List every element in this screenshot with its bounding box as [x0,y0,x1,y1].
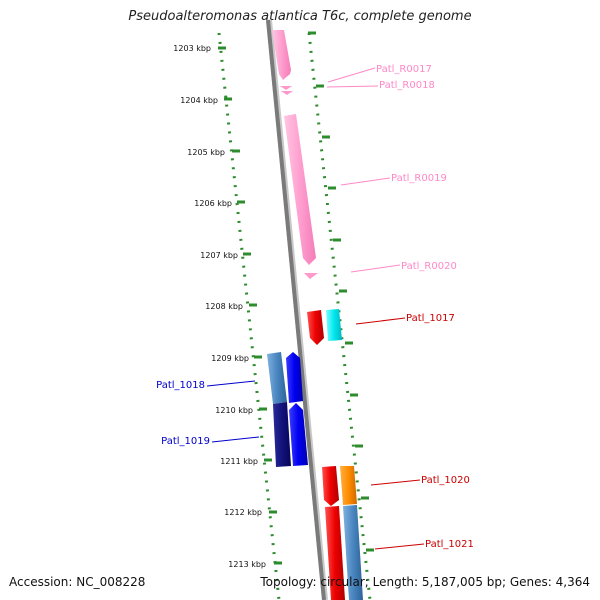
leader-Patl_1018 [206,380,256,387]
leader-Patl_R0020 [350,264,401,273]
gene-Patl_1021[interactable] [325,506,345,600]
ruler-label: 1205 kbp [187,148,225,157]
ruler-label: 1207 kbp [200,251,238,260]
leader-Patl_1020 [370,479,421,486]
ruler-labels: 1203 kbp 1204 kbp 1205 kbp 1206 kbp 1207… [173,44,266,569]
leader-Patl_R0019 [340,177,391,186]
ruler-label: 1206 kbp [194,199,232,208]
gene-label[interactable]: Patl_1021 [425,539,474,550]
leader-Patl_1017 [355,317,406,325]
gene-orange[interactable] [340,466,357,505]
genome-backbone [266,19,326,600]
gene-Patl_1019-segment[interactable] [273,402,291,467]
gene-Patl_R0018-a[interactable] [280,86,292,90]
ruler-label: 1211 kbp [220,457,258,466]
gene-label[interactable]: Patl_R0019 [391,173,447,184]
ruler-label: 1210 kbp [215,406,253,415]
map-title: Pseudoalteromonas atlantica T6c, complet… [128,9,472,24]
genome-summary: Topology: circular; Length: 5,187,005 bp… [260,575,590,589]
accession-label: Accession: NC_008228 [9,575,146,589]
ruler-label: 1204 kbp [180,96,218,105]
gene-label[interactable]: Patl_R0020 [401,261,457,272]
gene-Patl_R0019[interactable] [284,114,316,265]
gene-Patl_R0017[interactable] [272,30,291,80]
gene-Patl_1018[interactable] [286,352,303,403]
leader-Patl_R0018 [326,85,379,88]
gene-Patl_1020[interactable] [322,466,339,506]
gene-label[interactable]: Patl_1020 [421,475,470,486]
leader-Patl_1019 [211,436,260,443]
gene-Patl_R0018-b[interactable] [281,91,293,95]
gene-label[interactable]: Patl_1018 [156,380,205,391]
ruler-label: 1203 kbp [173,44,211,53]
gene-label[interactable]: Patl_R0017 [376,64,432,75]
gene-label[interactable]: Patl_R0018 [379,80,435,91]
ruler-ticks [218,46,282,565]
right-ruler-ticks [308,31,374,552]
ruler-label: 1209 kbp [211,354,249,363]
gene-steelblue[interactable] [343,505,363,600]
gene-Patl_R0020[interactable] [304,273,318,279]
gene-cyan[interactable] [326,309,342,341]
gene-label[interactable]: Patl_1017 [406,313,455,324]
gene-label[interactable]: Patl_1019 [161,436,210,447]
gene-Patl_1019[interactable] [289,403,308,466]
leader-Patl_R0017 [327,67,376,83]
ruler-label: 1208 kbp [205,302,243,311]
leader-Patl_1021 [374,543,425,550]
ruler-label: 1213 kbp [228,560,266,569]
gene-Patl_1018-segment[interactable] [267,352,287,404]
gene-Patl_1017[interactable] [307,310,324,345]
ruler-label: 1212 kbp [224,508,262,517]
